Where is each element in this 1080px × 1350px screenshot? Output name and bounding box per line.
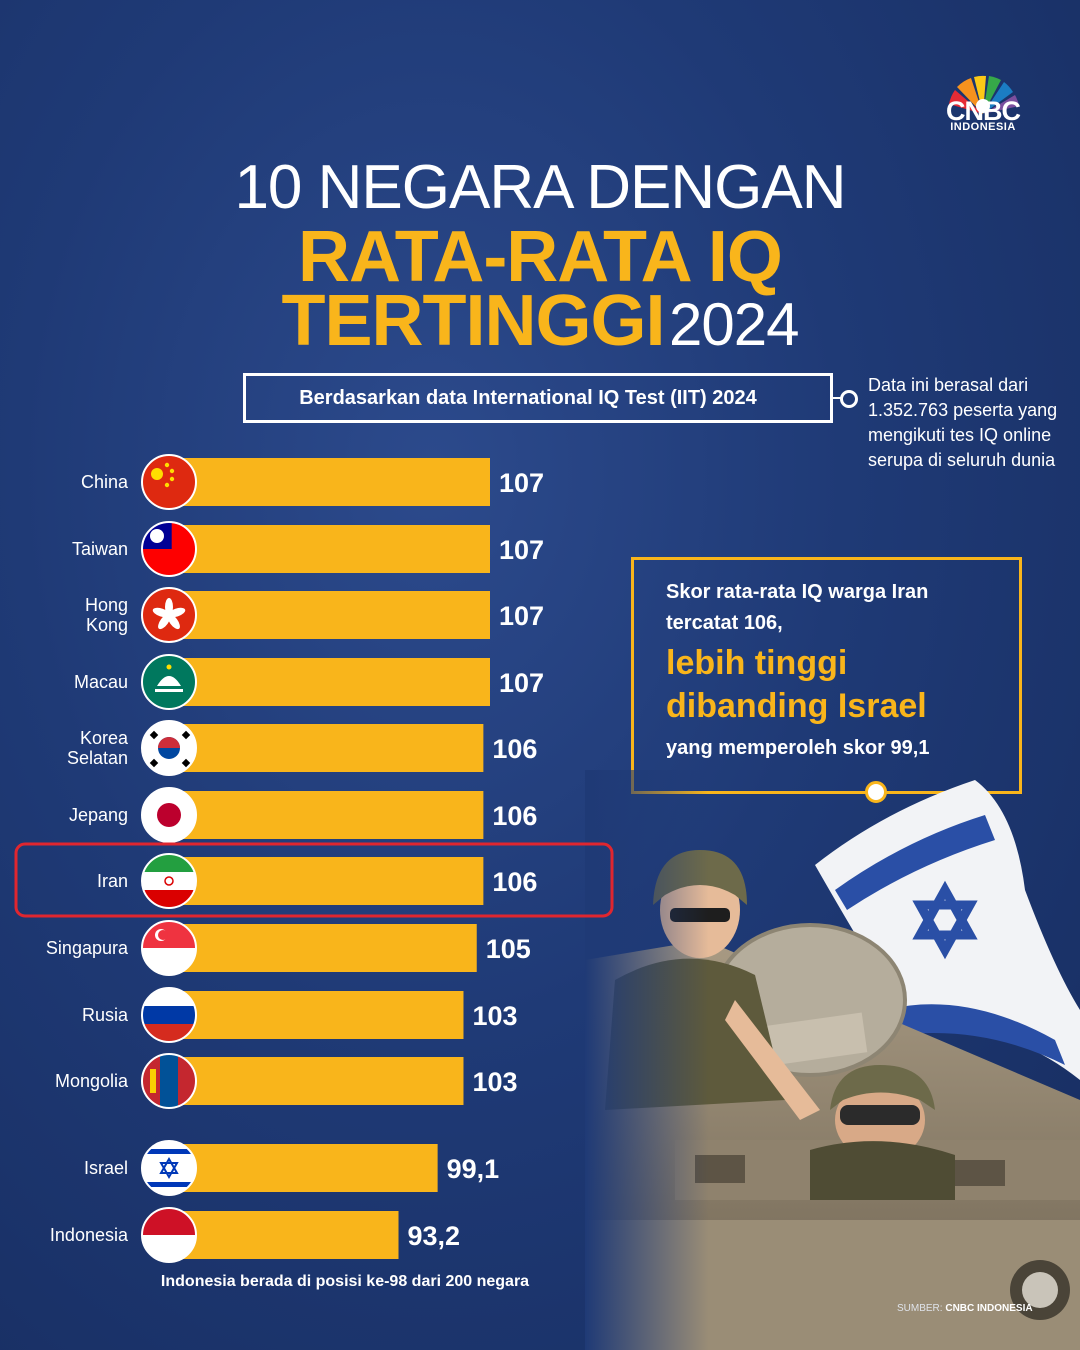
macau-flag-icon: [142, 655, 196, 709]
chart-footnote: Indonesia berada di posisi ke-98 dari 20…: [161, 1273, 529, 1290]
source-credit-label: SUMBER:: [897, 1303, 943, 1314]
south-korea-flag-icon: [142, 721, 196, 775]
value-label: 105: [486, 934, 531, 964]
category-label: Iran: [97, 871, 128, 891]
category-label: Israel: [84, 1158, 128, 1178]
bar: [168, 857, 484, 905]
participants-note: Data ini berasal dari 1.352.763 peserta …: [868, 375, 1058, 470]
bar-row-hong-kong: Hong Kong 107: [85, 587, 544, 643]
title-line-2: RATA-RATA IQ: [298, 217, 783, 297]
china-flag-icon: [142, 455, 196, 509]
logo-text: CNBC: [946, 96, 1021, 126]
bar-row-korea-selatan: Korea Selatan 106: [67, 720, 537, 776]
bar: [168, 525, 490, 573]
bar-row-indonesia: Indonesia 93,2: [50, 1207, 461, 1263]
bar-row-israel: Israel 99,1: [84, 1140, 500, 1196]
connector-dot-icon: [840, 390, 858, 408]
bar-row-iran: Iran 106: [97, 853, 537, 909]
bar: [168, 1211, 399, 1259]
bar-row-singapura: Singapura 105: [46, 920, 531, 976]
logo-subtext: INDONESIA: [950, 121, 1016, 133]
value-label: 107: [499, 668, 544, 698]
category-label: Singapura: [46, 938, 129, 958]
bar: [168, 591, 490, 639]
japan-flag-icon: [142, 788, 196, 842]
source-box: [243, 373, 833, 423]
bar: [168, 991, 464, 1039]
category-label: Rusia: [82, 1005, 129, 1025]
category-label: Indonesia: [50, 1225, 129, 1245]
category-label: Mongolia: [55, 1071, 129, 1091]
title-highlight-word: TERTINGGI: [281, 281, 666, 361]
highlight-text-3: yang memperoleh skor 99,1: [666, 737, 930, 759]
bar: [168, 1144, 438, 1192]
value-label: 107: [499, 535, 544, 565]
bar: [168, 924, 477, 972]
cnbc-peacock-logo-icon: [949, 75, 1019, 114]
title-line-3: TERTINGGI 2024: [0, 282, 1080, 380]
category-label: Macau: [74, 672, 128, 692]
bar: [168, 791, 484, 839]
bar-row-mongolia: Mongolia 103: [55, 1053, 518, 1109]
source-credit-value: CNBC INDONESIA: [945, 1303, 1033, 1314]
value-label: 106: [492, 867, 537, 897]
highlight-text-2: lebih tinggi dibanding Israel: [666, 644, 927, 725]
value-label: 107: [499, 468, 544, 498]
title-line-1: 10 NEGARA DENGAN: [234, 153, 846, 222]
bar: [168, 458, 490, 506]
bar-row-jepang: Jepang 106: [69, 787, 537, 843]
bar: [168, 724, 484, 772]
iq-bar-chart: China 107 Taiwan 107 Hong Kong 107 Macau 107 Kore…: [14, 454, 614, 1290]
iran-highlight-box: [14, 842, 614, 918]
hong-kong-flag-icon: [142, 588, 196, 642]
value-label: 103: [472, 1067, 517, 1097]
bar-row-macau: Macau 107: [74, 654, 544, 710]
highlight-text-1: Skor rata-rata IQ warga Iran tercatat 10…: [666, 581, 929, 634]
value-label: 106: [492, 734, 537, 764]
bar-row-taiwan: Taiwan 107: [72, 521, 544, 577]
value-label: 93,2: [408, 1221, 461, 1251]
chart-bars: China 107 Taiwan 107 Hong Kong 107 Macau 107 Kore…: [46, 454, 544, 1263]
category-label: Korea Selatan: [67, 728, 129, 768]
value-label: 107: [499, 601, 544, 631]
category-label: China: [81, 472, 129, 492]
value-label: 103: [472, 1001, 517, 1031]
soldiers-tank-photo: [585, 770, 1080, 1350]
category-label: Hong Kong: [85, 595, 128, 635]
category-label: Taiwan: [72, 539, 128, 559]
source-box-text: Berdasarkan data International IQ Test (…: [299, 387, 757, 409]
bar-row-rusia: Rusia 103: [82, 987, 518, 1043]
category-label: Jepang: [69, 805, 128, 825]
israel-flag-icon: [142, 1141, 196, 1195]
bar: [168, 658, 490, 706]
bar: [168, 1057, 464, 1105]
bar-row-china: China 107: [81, 454, 544, 510]
source-credit: SUMBER: CNBC INDONESIA: [897, 1303, 1033, 1314]
title-year: 2024: [668, 291, 799, 358]
value-label: 99,1: [447, 1154, 500, 1184]
value-label: 106: [492, 801, 537, 831]
